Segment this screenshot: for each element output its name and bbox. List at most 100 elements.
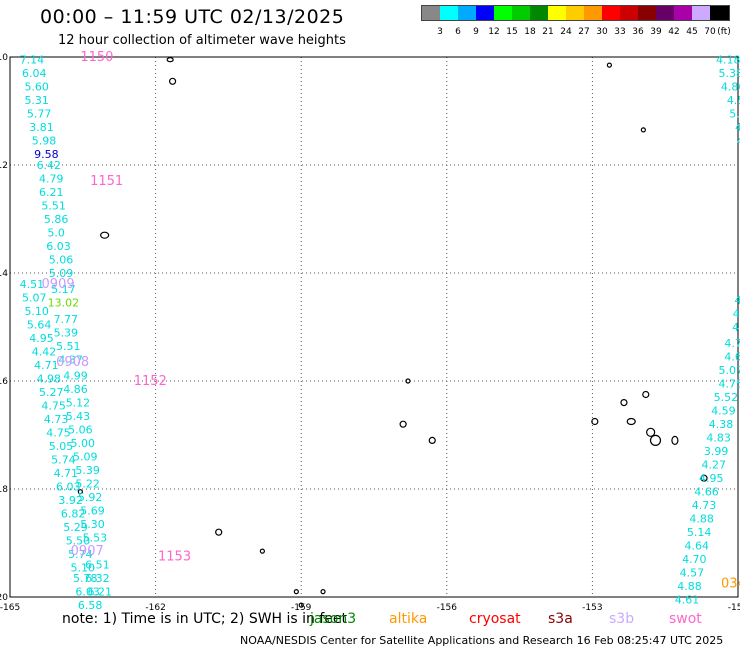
y-tick-label: -20: [0, 593, 8, 603]
wave-height-value: 5.07: [718, 364, 740, 377]
pass-number-label: 0909: [42, 277, 75, 292]
wave-height-value: 3.92: [58, 494, 83, 507]
island-icon: [168, 77, 177, 85]
y-tick-label: -14: [0, 269, 8, 279]
legend-label: 21: [542, 27, 554, 37]
wave-height-value: 4.75: [41, 399, 66, 412]
wave-height-value: 5.69: [80, 505, 105, 518]
wave-height-value: 4.38: [709, 418, 734, 431]
wave-height-value: 5.29: [63, 521, 88, 534]
wave-height-value: 4.18: [716, 54, 740, 67]
wave-height-value: 4.73: [692, 499, 717, 512]
wave-height-value: 5.07: [22, 291, 47, 304]
legend-swatch: [512, 6, 530, 20]
wave-height-value: 5.39: [54, 326, 79, 339]
wave-height-value: 5.17: [51, 283, 76, 296]
legend-label: 36: [632, 27, 644, 37]
wave-height-value: 5.27: [39, 386, 64, 399]
wave-height-value: 5.74: [68, 548, 93, 561]
legend-label: 3: [437, 27, 443, 37]
wave-height-value: 4.75: [718, 378, 740, 391]
wave-height-value: 9.58: [34, 148, 59, 161]
wave-height-value: 5.98: [32, 135, 57, 148]
wave-height-value: 5.77: [27, 108, 52, 121]
pass-number-label: 1152: [134, 374, 167, 389]
legend-swatch: [656, 6, 674, 20]
wave-height-value: 13.02: [48, 297, 80, 310]
legend-swatch: [422, 6, 440, 20]
wave-height-value: 4.70: [682, 553, 707, 566]
wave-height-value: 5.53: [83, 532, 108, 545]
wave-height-value: 6.82: [61, 507, 86, 520]
wave-height-value: 5.39: [75, 464, 100, 477]
wave-height-value: 5.43: [66, 410, 91, 423]
wave-height-value: 3.81: [29, 121, 54, 134]
legend-label: 9: [473, 27, 479, 37]
wave-height-value: 4: [732, 321, 739, 334]
wave-height-value: 4.71: [34, 359, 59, 372]
x-tick-label: -153: [582, 603, 602, 610]
wave-height-value: 5.51: [41, 200, 66, 213]
wave-height-value: 6.51: [85, 559, 110, 572]
wave-height-value: 4.5: [727, 94, 740, 107]
wave-height-value: 4.42: [32, 345, 57, 358]
footer-note: note: 1) Time is in UTC; 2) SWH is in fe…: [62, 611, 348, 627]
wave-height-value: 3.99: [704, 445, 729, 458]
wave-height-value: 5.09: [49, 267, 74, 280]
wave-height-value: 7.14: [20, 54, 45, 67]
island-icon: [428, 436, 436, 444]
wave-height-value: 4: [737, 135, 740, 148]
island-icon: [620, 399, 628, 407]
map-frame: [9, 56, 739, 598]
wave-height-value: 6.42: [37, 159, 62, 172]
island-icon: [671, 435, 679, 445]
island-icon: [166, 57, 174, 63]
wave-height-value: 4.79: [39, 173, 64, 186]
y-tick-label: -12: [0, 161, 8, 171]
wave-height-value: 5.38: [718, 67, 740, 80]
wave-height-value: 4.88: [677, 580, 702, 593]
island-icon: [591, 417, 599, 426]
wave-height-value: 5.0: [47, 227, 65, 240]
island-icon: [298, 602, 304, 608]
legend-swatch: [602, 6, 620, 20]
island-icon: [259, 548, 265, 554]
legend-swatch: [674, 6, 692, 20]
x-tick-label: -162: [145, 603, 165, 610]
wave-height-value: 5.14: [687, 526, 712, 539]
wave-height-value: 4.88: [689, 513, 714, 526]
legend-label: 27: [578, 27, 590, 37]
altimeter-map: 7.146.045.605.315.773.815.986.424.796.21…: [0, 50, 740, 610]
credit-line: NOAA/NESDIS Center for Satellite Applica…: [240, 634, 724, 647]
legend-swatch: [476, 6, 494, 20]
wave-height-value: 5.22: [75, 478, 100, 491]
legend-swatch: [530, 6, 548, 20]
island-icon: [649, 434, 662, 446]
legend-swatch: [692, 6, 710, 20]
legend-label: (ft): [717, 27, 731, 37]
wave-height-value: 5.78: [73, 572, 98, 585]
legend-swatch: [638, 6, 656, 20]
legend-label: 70: [704, 27, 716, 37]
grid-lines: [9, 56, 739, 598]
wave-height-value: 4.64: [684, 540, 709, 553]
legend-swatch: [440, 6, 458, 20]
wave-height-value: 5.86: [44, 213, 69, 226]
wave-height-value: 6.58: [78, 599, 103, 610]
wave-height-value: 4.95: [29, 332, 54, 345]
legend-swatch: [458, 6, 476, 20]
wave-height-value: 6.21: [39, 186, 64, 199]
legend-swatch: [584, 6, 602, 20]
wave-height-value: 4.51: [20, 278, 45, 291]
wave-height-value: 5.52: [714, 391, 739, 404]
color-scale-legend: 3 6 9 12 15 18 21 24 27 30 33 36 39 42 45 70 (ft): [421, 5, 731, 37]
legend-swatch: [548, 6, 566, 20]
wave-height-value: 5.64: [27, 318, 52, 331]
wave-height-value: 5.1: [729, 108, 740, 121]
island-icon: [77, 489, 83, 495]
island-icon: [640, 127, 646, 133]
mission-label-s3b: s3b: [609, 611, 635, 627]
legend-label: 45: [686, 27, 698, 37]
legend-swatch: [566, 6, 584, 20]
island-icon: [642, 390, 650, 399]
